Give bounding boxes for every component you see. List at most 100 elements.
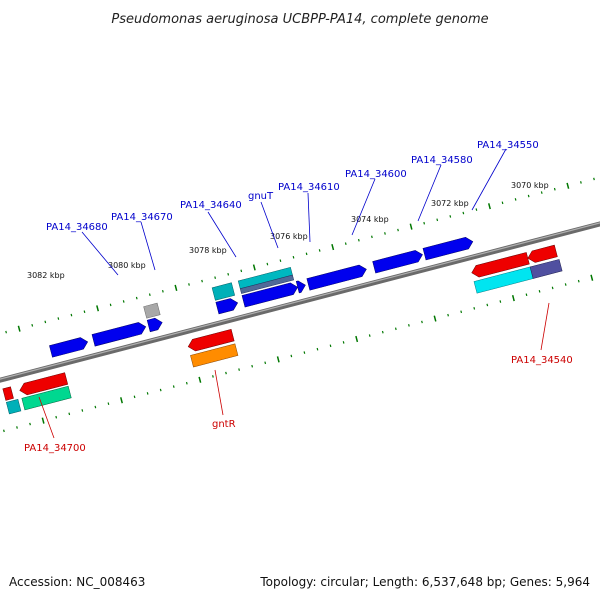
tick-label-3082: 3082 kbp <box>27 271 65 280</box>
tick-mark-minor <box>240 269 243 273</box>
tick-mark-minor <box>238 368 240 371</box>
gene-label-PA14_34670[interactable]: PA14_34670 <box>111 212 173 223</box>
tick-mark-minor <box>593 177 595 181</box>
tick-mark-major <box>276 356 280 363</box>
gene-arrow-fwd[interactable] <box>215 297 239 315</box>
tick-mark-minor <box>329 344 332 348</box>
tick-mark-minor <box>279 259 282 262</box>
leader-line <box>471 148 507 211</box>
tick-mark-major <box>409 223 413 230</box>
tick-label-3070: 3070 kbp <box>511 181 549 190</box>
tick-label-3072: 3072 kbp <box>431 199 469 208</box>
map-title: Pseudomonas aeruginosa UCBPP-PA14, compl… <box>111 12 488 27</box>
tick-mark-minor <box>29 422 31 426</box>
topology-text: Topology: circular; Length: 6,537,648 bp… <box>259 575 590 589</box>
tick-mark-major <box>198 376 202 383</box>
gene-arrow-rev[interactable] <box>18 372 69 397</box>
gene-label-gntR[interactable]: gntR <box>212 419 236 430</box>
tick-mark-minor <box>201 279 203 283</box>
tick-mark-minor <box>212 375 214 378</box>
genome-backbone <box>0 198 600 401</box>
tick-mark-major <box>590 274 594 281</box>
tick-mark-major <box>41 417 45 424</box>
gene-box-orange[interactable] <box>190 343 239 368</box>
tick-mark-minor <box>460 310 463 314</box>
gene-box-green[interactable] <box>21 385 72 411</box>
tick-mark-minor <box>394 327 397 331</box>
tick-mark-minor <box>501 201 504 205</box>
map-track-group <box>0 177 600 433</box>
gene-label-PA14_34540[interactable]: PA14_34540 <box>511 355 573 366</box>
gene-box-teal[interactable] <box>211 282 236 301</box>
gene-arrow-fwd[interactable] <box>306 263 368 291</box>
tick-mark-minor <box>68 412 71 416</box>
tick-mark-minor <box>44 320 47 324</box>
tick-mark-minor <box>564 283 567 286</box>
tick-mark-minor <box>292 255 295 259</box>
gene-arrow-fwd[interactable] <box>49 336 89 358</box>
ticks-lower-row <box>3 274 594 433</box>
gene-label-PA14_34580[interactable]: PA14_34580 <box>411 155 473 166</box>
gene-label-PA14_34700[interactable]: PA14_34700 <box>24 443 86 454</box>
gene-label-PA14_34610[interactable]: PA14_34610 <box>278 182 340 193</box>
tick-mark-minor <box>357 238 360 242</box>
gene-box-gray[interactable] <box>143 302 161 319</box>
gene-box-slate[interactable] <box>239 274 295 294</box>
gene-arrow-rev[interactable] <box>187 328 235 352</box>
gene-arrow-fwd[interactable] <box>91 321 147 347</box>
gene-arrow-rev[interactable] <box>526 244 558 264</box>
tick-mark-minor <box>475 208 478 211</box>
gene-box-purple[interactable] <box>529 259 563 279</box>
leader-line <box>207 211 237 258</box>
tick-mark-major <box>252 264 256 271</box>
tick-mark-minor <box>551 286 554 290</box>
tick-mark-minor <box>540 191 543 194</box>
gene-label-gnuT[interactable]: gnuT <box>248 191 274 202</box>
tick-label-3080: 3080 kbp <box>108 261 146 270</box>
tick-mark-minor <box>227 272 230 276</box>
gene-arrow-fwd[interactable] <box>422 236 474 261</box>
tick-mark-minor <box>525 293 528 297</box>
tick-mark-minor <box>5 330 7 334</box>
tick-mark-minor <box>159 388 162 392</box>
tick-mark-major <box>120 397 123 404</box>
tick-mark-minor <box>316 347 319 351</box>
leader-line <box>140 221 156 271</box>
gene-label-PA14_34640[interactable]: PA14_34640 <box>180 200 242 211</box>
tick-mark-minor <box>57 317 60 320</box>
leader-line <box>417 164 442 222</box>
gene-arrow-fwd[interactable] <box>241 281 299 308</box>
gene-label-PA14_34680[interactable]: PA14_34680 <box>46 222 108 233</box>
tick-mark-minor <box>214 276 217 279</box>
gene-label-PA14_34550[interactable]: PA14_34550 <box>477 140 539 151</box>
ticks-upper-row <box>5 177 595 334</box>
tick-mark-minor <box>580 181 582 184</box>
gene-arrow-fwd[interactable] <box>372 249 424 274</box>
tick-mark-major <box>17 325 21 332</box>
tick-mark-major <box>487 203 491 210</box>
tick-mark-major <box>174 284 178 291</box>
tick-mark-minor <box>499 300 502 303</box>
gene-label-PA14_34600[interactable]: PA14_34600 <box>345 169 407 180</box>
gene-arrow-rev[interactable] <box>2 386 14 401</box>
leader-line <box>260 201 279 249</box>
leader-line <box>307 192 311 243</box>
tick-mark-minor <box>381 330 384 334</box>
gene-box-teal[interactable] <box>6 399 22 415</box>
tick-mark-minor <box>462 211 465 215</box>
tick-mark-minor <box>122 300 125 303</box>
tick-mark-minor <box>55 415 58 419</box>
gene-arrow-fwd[interactable] <box>146 317 164 333</box>
tick-mark-minor <box>3 429 5 433</box>
tick-mark-major <box>511 295 515 302</box>
tick-label-3078: 3078 kbp <box>189 246 227 255</box>
leader-line <box>540 302 550 351</box>
accession-text: Accession: NC_008463 <box>9 575 145 589</box>
tick-mark-minor <box>436 218 439 222</box>
gene-labels-reverse: PA14_34700 gntR PA14_34540 <box>24 302 573 454</box>
tick-mark-minor <box>172 385 175 388</box>
gene-arrow-fwd[interactable] <box>295 279 307 294</box>
tick-mark-major <box>355 335 359 343</box>
tick-mark-minor <box>342 341 345 344</box>
